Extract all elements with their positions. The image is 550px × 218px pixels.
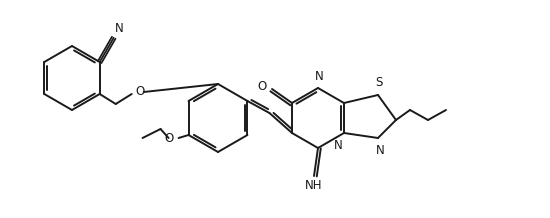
Text: O: O — [164, 131, 174, 145]
Text: NH: NH — [305, 179, 323, 192]
Text: O: O — [258, 80, 267, 94]
Text: O: O — [135, 85, 144, 99]
Text: N: N — [376, 144, 384, 157]
Text: N: N — [115, 22, 123, 35]
Text: S: S — [375, 76, 383, 89]
Text: N: N — [334, 139, 342, 152]
Text: N: N — [315, 70, 323, 83]
